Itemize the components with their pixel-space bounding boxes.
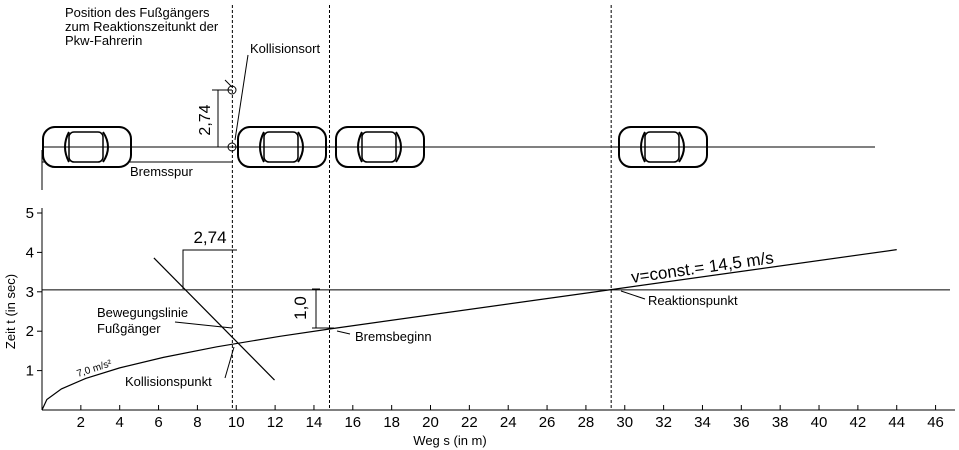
y-tick-label: 5 (26, 205, 34, 222)
x-tick-label: 10 (228, 414, 245, 431)
annotation: Kollisionspunkt (125, 374, 212, 389)
x-tick-label: 38 (772, 414, 789, 431)
leader-line (621, 291, 645, 299)
annotation: Fußgänger (97, 321, 161, 336)
scene-dimension: 2,74 (197, 104, 214, 135)
leader-line (337, 331, 350, 334)
x-tick-label: 20 (422, 414, 439, 431)
x-tick-label: 6 (154, 414, 162, 431)
car (336, 127, 424, 167)
x-tick-label: 26 (539, 414, 556, 431)
x-tick-label: 44 (888, 414, 905, 431)
x-tick-label: 12 (267, 414, 284, 431)
y-axis-label: Zeit t (in sec) (3, 274, 18, 349)
annotation: Reaktionspunkt (648, 293, 738, 308)
scene-note: Position des Fußgängers (65, 5, 210, 20)
x-tick-label: 4 (116, 414, 124, 431)
scene-note: Kollisionsort (250, 41, 320, 56)
series-label: 7,0 m/s² (76, 358, 114, 380)
x-tick-label: 24 (500, 414, 517, 431)
leader-line (175, 322, 232, 328)
diagram: Position des Fußgängers zum Reaktionszei… (0, 0, 959, 450)
series-label: v=const.= 14,5 m/s (630, 248, 775, 287)
leader-line (312, 289, 334, 328)
car (43, 127, 131, 167)
scene-note: zum Reaktionszeitunkt der (65, 19, 219, 34)
dimension-label: 2,74 (193, 228, 226, 247)
y-tick-label: 4 (26, 244, 34, 261)
annotation: Bewegungslinie (97, 305, 188, 320)
x-tick-label: 30 (616, 414, 633, 431)
x-tick-label: 22 (461, 414, 478, 431)
scene-note: Pkw-Fahrerin (65, 33, 142, 48)
x-tick-label: 42 (850, 414, 867, 431)
y-tick-label: 1 (26, 363, 34, 380)
x-axis-label: Weg s (in m) (413, 433, 486, 448)
car (619, 127, 707, 167)
car (238, 127, 326, 167)
scene-note: Bremsspur (130, 164, 194, 179)
x-tick-label: 14 (306, 414, 323, 431)
x-tick-label: 46 (927, 414, 944, 431)
dimension-label: 1,0 (291, 296, 310, 320)
x-tick-label: 18 (383, 414, 400, 431)
leader-line (183, 250, 237, 289)
x-tick-label: 2 (77, 414, 85, 431)
y-tick-label: 3 (26, 284, 34, 301)
annotation: Bremsbeginn (355, 329, 432, 344)
x-tick-label: 8 (193, 414, 201, 431)
y-tick-label: 2 (26, 323, 34, 340)
data-line (329, 250, 896, 329)
x-tick-label: 34 (694, 414, 711, 431)
x-tick-label: 32 (655, 414, 672, 431)
x-tick-label: 40 (811, 414, 828, 431)
x-tick-label: 28 (578, 414, 595, 431)
x-tick-label: 36 (733, 414, 750, 431)
x-tick-label: 16 (344, 414, 361, 431)
